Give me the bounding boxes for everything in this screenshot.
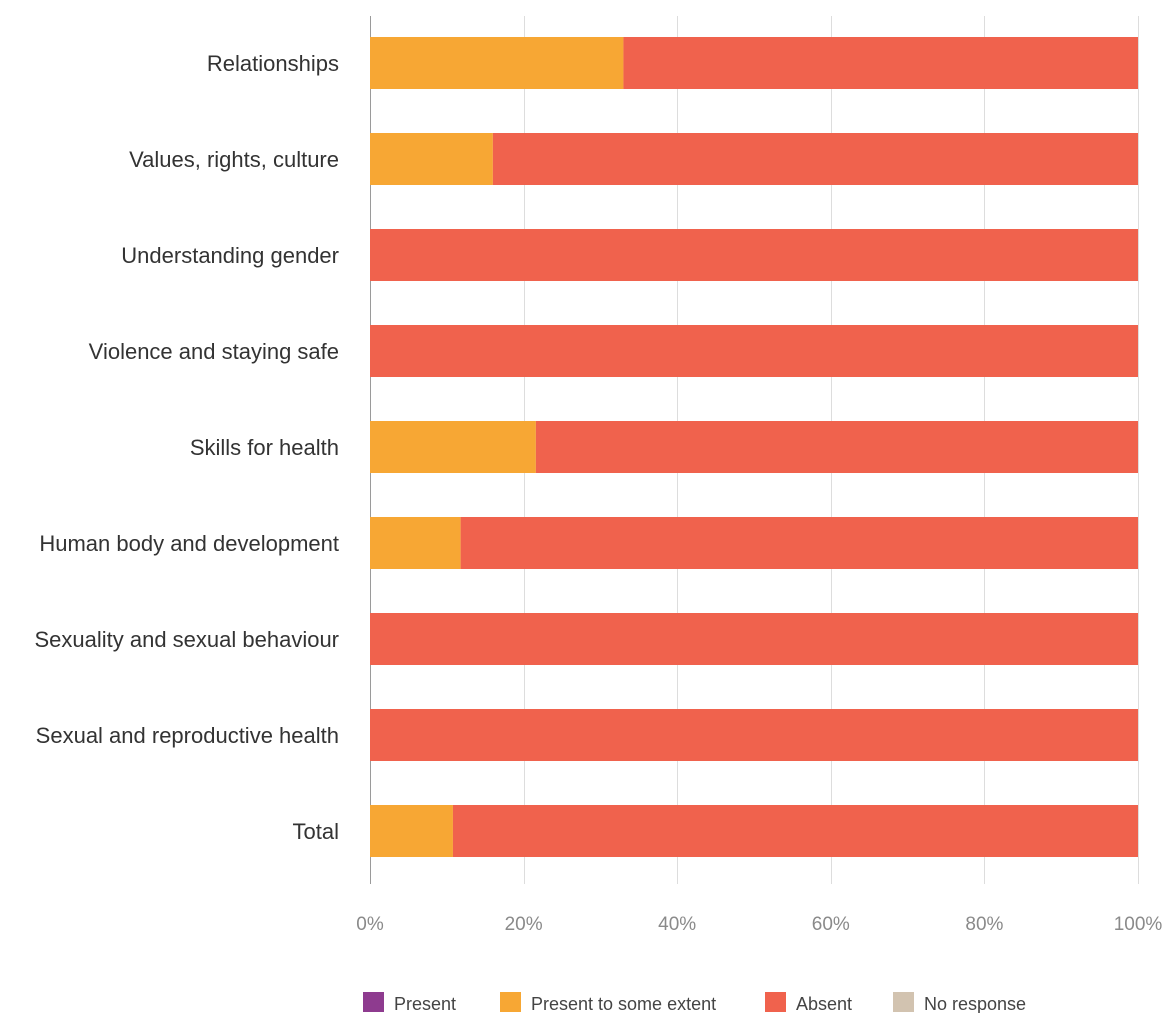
legend-label: Present	[394, 994, 456, 1013]
legend-label: Absent	[796, 994, 852, 1013]
bar-segment-present-to-some-extent	[370, 421, 536, 473]
category-label: Human body and development	[39, 531, 339, 556]
x-tick-label: 80%	[965, 914, 1003, 935]
bar-segment-absent	[370, 709, 1138, 761]
x-tick-label: 100%	[1114, 914, 1163, 935]
legend-item: Absent	[765, 992, 852, 1013]
category-label: Violence and staying safe	[89, 339, 339, 364]
category-label: Understanding gender	[121, 243, 339, 268]
bar-segment-absent	[452, 805, 1139, 857]
x-tick-label: 60%	[812, 914, 850, 935]
category-label: Relationships	[207, 51, 339, 76]
bar-segment-absent	[370, 325, 1138, 377]
bar-segment-present-to-some-extent	[370, 517, 461, 569]
x-tick-label: 40%	[658, 914, 696, 935]
bar-segment-absent	[492, 133, 1138, 185]
category-label: Total	[293, 819, 339, 844]
legend-swatch	[765, 992, 786, 1012]
category-labels: Relationships Values, rights, culture Unde…	[34, 51, 339, 844]
legend-swatch	[500, 992, 521, 1012]
legend-item: No response	[893, 992, 1026, 1013]
x-tick-labels: 0% 20% 40% 60% 80% 100%	[356, 914, 1162, 935]
x-tick-label: 0%	[356, 914, 384, 935]
bar-segment-absent	[370, 613, 1138, 665]
bars	[370, 37, 1139, 857]
legend-swatch	[363, 992, 384, 1012]
category-label: Skills for health	[190, 435, 339, 460]
legend-item: Present	[363, 992, 456, 1013]
legend-label: Present to some extent	[531, 994, 716, 1013]
category-label: Values, rights, culture	[129, 147, 339, 172]
legend-swatch	[893, 992, 914, 1012]
bar-segment-absent	[623, 37, 1138, 89]
x-tick-label: 20%	[505, 914, 543, 935]
bar-segment-absent	[460, 517, 1138, 569]
bar-segment-present-to-some-extent	[370, 133, 493, 185]
bar-segment-absent	[370, 229, 1138, 281]
bar-segment-present-to-some-extent	[370, 37, 624, 89]
category-label: Sexual and reproductive health	[36, 723, 339, 748]
legend-item: Present to some extent	[500, 992, 716, 1013]
bar-segment-absent	[535, 421, 1138, 473]
legend-label: No response	[924, 994, 1026, 1013]
bar-segment-present-to-some-extent	[370, 805, 453, 857]
category-label: Sexuality and sexual behaviour	[34, 627, 339, 652]
legend: Present Present to some extent Absent No re…	[363, 992, 1026, 1013]
